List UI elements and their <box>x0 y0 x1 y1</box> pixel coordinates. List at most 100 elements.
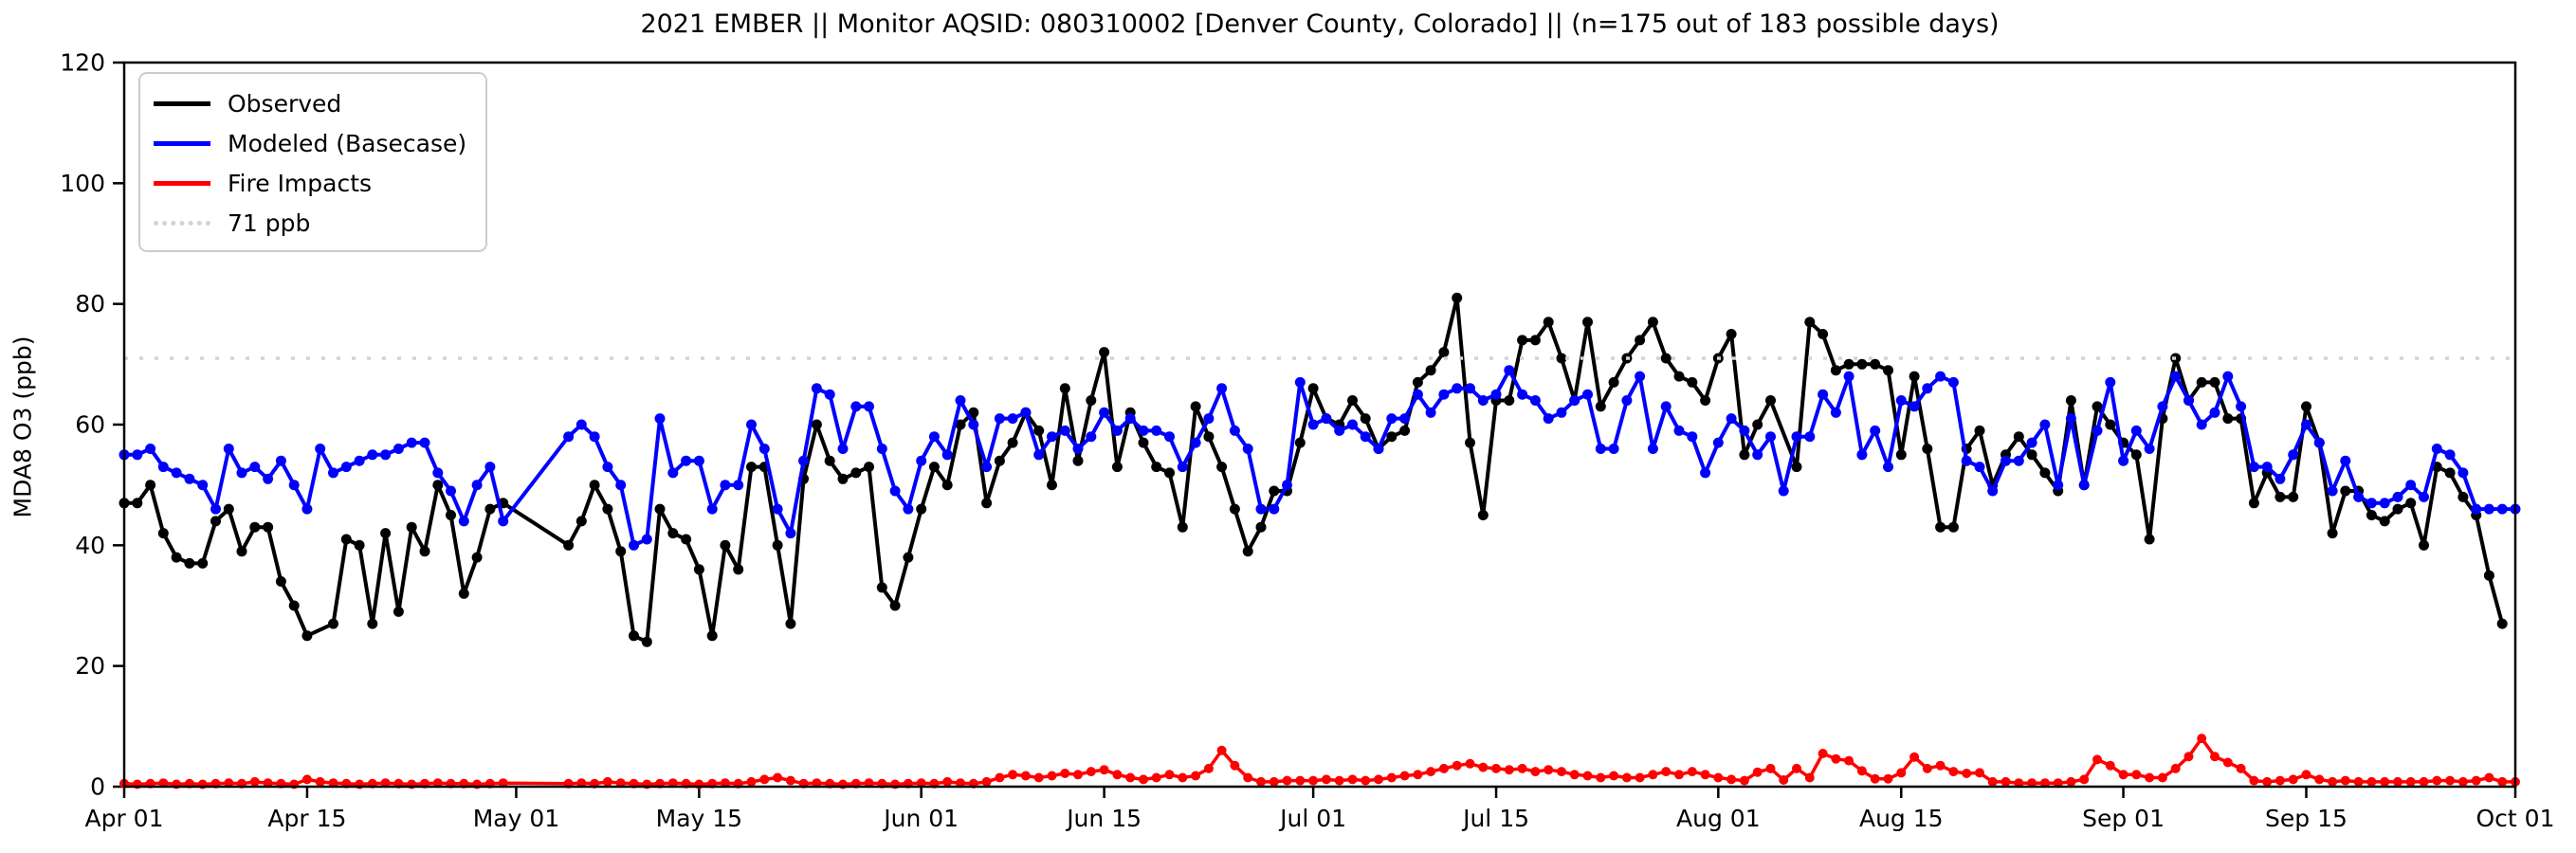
series-marker <box>1047 431 1057 443</box>
series-marker <box>2183 395 2194 406</box>
series-marker <box>837 444 849 454</box>
series-marker <box>2209 407 2220 418</box>
y-tick-label: 0 <box>90 773 105 801</box>
series-marker <box>1856 358 1868 370</box>
series-marker <box>2405 776 2416 787</box>
series-marker <box>602 503 613 515</box>
x-tick-label: Aug 15 <box>1859 805 1944 832</box>
x-tick-label: May 01 <box>473 805 559 832</box>
series-marker <box>2457 467 2469 479</box>
series-marker <box>2444 449 2456 461</box>
series-marker <box>2170 763 2181 773</box>
x-tick-label: Jul 15 <box>1461 805 1529 832</box>
series-marker <box>1608 444 1619 454</box>
series-marker <box>2471 775 2481 786</box>
series-marker <box>1948 767 1959 777</box>
series-marker <box>432 778 443 789</box>
series-marker <box>1086 395 1097 406</box>
series-marker <box>615 778 626 789</box>
series-marker <box>1007 413 1018 425</box>
series-marker <box>2249 775 2259 786</box>
series-marker <box>759 774 770 785</box>
series-marker <box>1269 485 1280 497</box>
series-marker <box>1569 395 1580 406</box>
series-marker <box>1269 776 1279 787</box>
series-marker <box>2053 778 2063 789</box>
series-marker <box>432 480 444 491</box>
series-marker <box>1307 383 1319 394</box>
series-marker <box>2366 498 2377 509</box>
series-marker <box>197 557 209 569</box>
series-marker <box>1530 767 1541 777</box>
series-marker <box>1399 413 1411 425</box>
series-marker <box>2301 770 2311 780</box>
series-marker <box>2248 462 2259 473</box>
series-marker <box>693 455 704 466</box>
series-marker <box>1987 485 1999 497</box>
series-marker <box>393 444 404 454</box>
series-marker <box>1386 413 1398 425</box>
series-marker <box>1909 371 1920 382</box>
series-marker <box>1086 431 1097 443</box>
series-marker <box>615 480 627 491</box>
series-marker <box>263 473 274 484</box>
series-marker <box>1059 425 1070 436</box>
series-marker <box>1269 503 1280 515</box>
series-marker <box>1700 770 1710 780</box>
series-marker <box>2419 776 2429 787</box>
series-marker <box>1033 425 1045 436</box>
series-marker <box>1922 763 1932 773</box>
series-marker <box>2014 778 2024 789</box>
series-marker <box>1139 774 1148 785</box>
series-marker <box>589 431 600 443</box>
series-marker <box>1373 444 1384 454</box>
series-marker <box>602 776 612 787</box>
series-marker <box>210 503 221 515</box>
series-marker <box>1947 376 1959 388</box>
series-marker <box>1870 773 1880 784</box>
series-marker <box>1673 425 1685 436</box>
series-marker <box>1831 753 1841 764</box>
series-marker <box>380 528 392 539</box>
series-marker <box>1151 462 1162 473</box>
series-marker <box>1177 521 1188 533</box>
series-marker <box>1099 407 1110 418</box>
series-marker <box>2340 485 2351 497</box>
series-marker <box>1674 770 1684 780</box>
series-marker <box>798 455 810 466</box>
series-marker <box>1752 419 1763 430</box>
series-marker <box>1242 444 1253 454</box>
series-marker <box>2170 371 2182 382</box>
series-marker <box>1778 485 1789 497</box>
series-marker <box>956 778 965 789</box>
series-marker <box>2144 444 2155 454</box>
series-marker <box>2039 467 2051 479</box>
series-marker <box>837 473 849 484</box>
series-marker <box>301 630 313 642</box>
series-marker <box>889 485 901 497</box>
series-marker <box>2248 498 2259 509</box>
series-marker <box>1726 774 1737 785</box>
series-marker <box>2130 425 2142 436</box>
series-marker <box>994 455 1005 466</box>
series-marker <box>340 462 352 473</box>
series-marker <box>876 444 887 454</box>
series-marker <box>824 389 835 400</box>
series-marker <box>1203 431 1215 443</box>
series-marker <box>1700 395 1711 406</box>
x-tick-label: Sep 01 <box>2082 805 2165 832</box>
series-marker <box>1438 347 1450 358</box>
series-marker <box>1347 395 1358 406</box>
legend-label-modeled: Modeled (Basecase) <box>228 129 467 157</box>
series-marker <box>2013 431 2024 443</box>
series-marker <box>1086 767 1096 777</box>
series-marker <box>1791 431 1802 443</box>
series-marker <box>1360 413 1371 425</box>
series-marker <box>249 462 261 473</box>
series-marker <box>2092 425 2103 436</box>
series-marker <box>1334 775 1344 786</box>
series-marker <box>132 498 143 509</box>
series-marker <box>629 630 639 642</box>
series-marker <box>1660 401 1672 412</box>
